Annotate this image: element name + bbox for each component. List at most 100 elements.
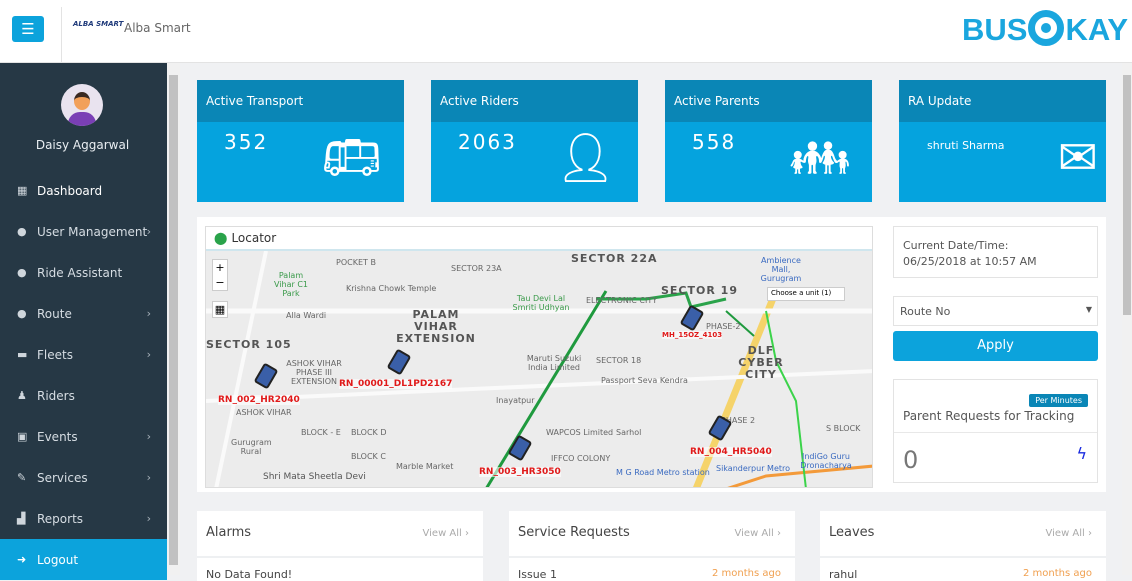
map-widget[interactable]: ⬤ Locator + − ▦ Choose a unit (1) POCKET B… [205,226,873,488]
lightning-icon: ϟ [1076,444,1087,463]
sidebar-item-label: Route [37,306,72,321]
card-active-riders[interactable]: Active Riders 2063 👤︎ [431,80,638,202]
users-icon: ● [17,266,27,279]
rider-icon: 👤︎ [555,130,616,186]
sidebar-item-label: Dashboard [37,183,103,198]
map-label: WAPCOS Limited [546,428,614,437]
map-label: Tau Devi Lal Smriti Udhyan [512,294,570,312]
chevron-right-icon: › [146,348,151,361]
road [214,251,268,487]
map-label: Inayatpur [496,396,535,405]
route-line [596,291,727,309]
sidebar-item-label: Fleets [37,347,73,362]
location-pin-icon: ⬤ [214,231,228,245]
sidebar-scrollbar[interactable] [167,63,180,575]
metro-line [765,310,807,487]
metro-line [727,464,872,487]
org-name: Alba Smart [124,21,191,35]
chevron-right-icon: › [146,430,151,443]
sidebar-item-reports[interactable]: ▟ Reports › [0,498,167,539]
map-type-button[interactable]: ▦ [212,301,228,318]
map-label: ELECTRONIC CITY [586,296,658,305]
bus-label: RN_004_HR5040 [690,447,772,457]
bus-icon: 🚌︎ [321,130,382,186]
per-minutes-badge: Per Minutes [1029,394,1088,407]
person-icon: ♟ [17,389,27,402]
sidebar: Daisy Aggarwal ▦ Dashboard ● User Manageme… [0,63,167,580]
timestamp: 2 months ago [712,568,781,579]
view-all-link[interactable]: View All › [734,528,781,539]
map-label: S BLOCK [826,424,861,433]
page-scrollbar[interactable] [1122,63,1132,575]
card-value: 2063 [458,130,517,154]
alarms-card: Alarms View All › No Data Found! [197,511,483,581]
card-title: Active Parents [665,80,872,122]
top-bar: ☰ ALBA SMART Alba Smart BUS KAY [0,0,1132,63]
car-icon: ▬ [17,348,28,361]
sidebar-item-label: Riders [37,388,75,403]
map-label: Marble Market [396,462,454,471]
user-icon: ● [17,225,27,238]
sidebar-item-user-management[interactable]: ● User Management › [0,211,167,252]
zoom-out-button[interactable]: − [215,276,225,289]
card-active-parents[interactable]: Active Parents 558 👪︎ [665,80,872,202]
card-ra-update[interactable]: RA Update shruti Sharma ✉︎ [899,80,1106,202]
zoom-in-button[interactable]: + [215,261,225,274]
map-label: Sikanderpur Metro [716,464,791,473]
card-value: shruti Sharma [927,139,1005,152]
busokay-logo[interactable]: BUS KAY [962,10,1128,48]
chevron-right-icon: › [146,307,151,320]
zoom-control[interactable]: + − [212,259,228,291]
map-label: SECTOR 19 [661,284,738,297]
card-title: Service Requests [518,525,630,540]
sidebar-item-logout[interactable]: ➜ Logout [0,539,167,580]
card-title: RA Update [899,80,1106,122]
grid-icon: ▦ [17,184,28,197]
sidebar-item-ride-assistant[interactable]: ● Ride Assistant [0,252,167,293]
map-label: POCKET B [336,258,376,267]
route-select[interactable]: Route No ▼ [893,296,1098,326]
map-label: ASHOK VIHAR [236,408,292,417]
envelope-icon: ✉︎ [1057,130,1098,186]
card-active-transport[interactable]: Active Transport 352 🚌︎ [197,80,404,202]
unit-select[interactable]: Choose a unit (1) [767,287,845,301]
map-label: Shri Mata Sheetla Devi [261,472,368,483]
card-title: Active Riders [431,80,638,122]
map-label: Krishna Chowk Temple [346,284,437,293]
card-value: 352 [224,130,269,154]
map-label: DLF CYBER CITY [738,344,784,382]
service-requests-card: Service Requests View All › Issue 1 2 mo… [509,511,795,581]
map-title: Locator [231,231,277,245]
sidebar-item-services[interactable]: ✎ Services › [0,457,167,498]
current-datetime-box: Current Date/Time: 06/25/2018 at 10:57 A… [893,226,1098,278]
map-label: Passport Seva Kendra [601,376,688,385]
dropdown-arrow-icon: ▼ [1085,305,1092,314]
sidebar-item-route[interactable]: ● Route › [0,293,167,334]
sidebar-item-label: Ride Assistant [37,265,123,280]
avatar[interactable] [61,84,103,126]
divider [61,7,62,62]
map-label: BLOCK D [351,428,387,437]
sidebar-item-riders[interactable]: ♟ Riders [0,375,167,416]
leaves-card: Leaves View All › rahul 2 months ago [820,511,1106,581]
map-label: Sarhol [616,428,642,437]
chart-icon: ▟ [17,512,26,525]
hamburger-menu-button[interactable]: ☰ [12,16,44,42]
bus-label: RN_002_HR2040 [218,395,300,405]
brand-left: BUS [962,12,1028,47]
sidebar-item-dashboard[interactable]: ▦ Dashboard [0,170,167,211]
map-label: Ambience Mall, Gurugram [760,256,802,283]
bus-label: MH_15OZ_4103 [662,331,723,339]
map-label: BLOCK - E [301,428,341,437]
road [206,369,872,403]
parent-requests-count: 0 [903,446,919,474]
apply-button[interactable]: Apply [893,331,1098,361]
map-label: Maruti Suzuki India Limited [526,354,582,372]
view-all-link[interactable]: View All › [422,528,469,539]
map-label: SECTOR 22A [571,252,658,265]
sidebar-item-events[interactable]: ▣ Events › [0,416,167,457]
view-all-link[interactable]: View All › [1045,528,1092,539]
sidebar-item-fleets[interactable]: ▬ Fleets › [0,334,167,375]
map-label: Palam Vihar C1 Park [274,271,308,298]
map-label: M G Road Metro station [616,468,710,477]
